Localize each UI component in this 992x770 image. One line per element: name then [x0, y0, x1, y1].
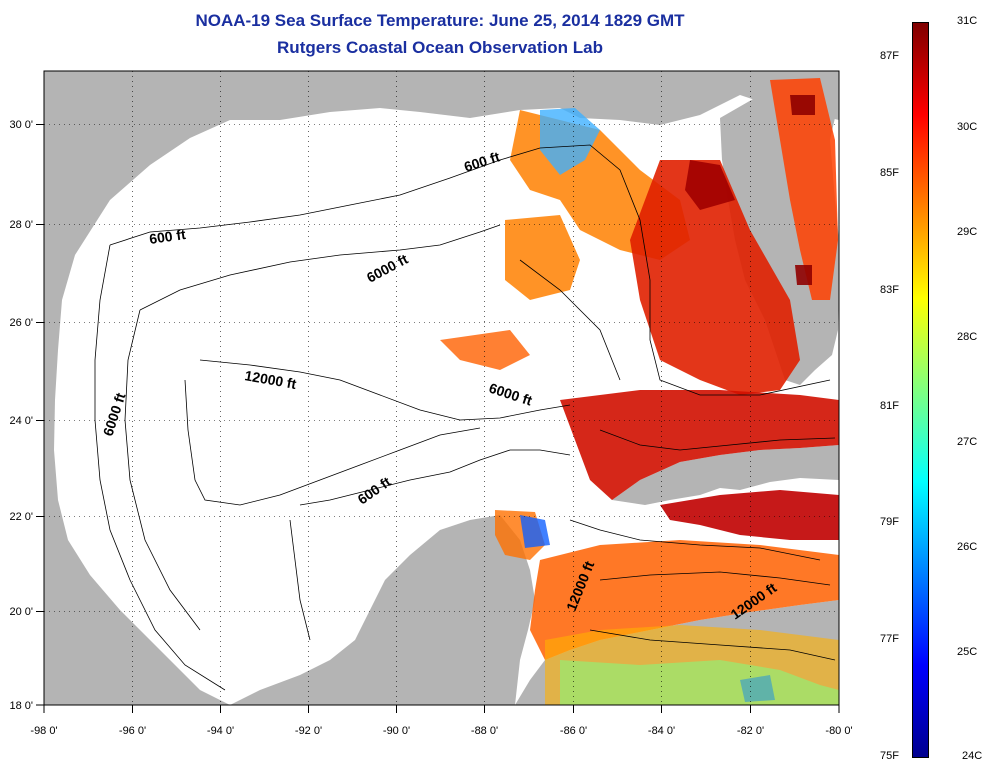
x-tick-label: -88 0' — [471, 725, 498, 737]
y-tick-label: 20 0' — [9, 606, 33, 618]
contour-label-600-nw: 600 ft — [148, 226, 187, 247]
x-tick-label: -96 0' — [119, 725, 146, 737]
colorbar-label-celsius: 24C — [962, 750, 983, 762]
map-subtitle: Rutgers Coastal Ocean Observation Lab — [277, 38, 603, 57]
x-tick-label: -82 0' — [737, 725, 764, 737]
sst-patches — [440, 78, 839, 705]
colorbar-label-fahrenheit: 77F — [880, 633, 899, 645]
colorbar-label-celsius: 31C — [957, 15, 978, 27]
x-tick-label: -90 0' — [383, 725, 410, 737]
y-tick-label: 22 0' — [9, 511, 33, 523]
x-tick-label: -94 0' — [207, 725, 234, 737]
y-tick-label: 28 0' — [9, 219, 33, 231]
y-tick-label: 30 0' — [9, 119, 33, 131]
x-tick-label: -92 0' — [295, 725, 322, 737]
x-tick-label: -80 0' — [825, 725, 852, 737]
colorbar-label-fahrenheit: 85F — [880, 167, 899, 179]
colorbar-label-celsius: 29C — [957, 226, 978, 238]
colorbar-label-celsius: 28C — [957, 331, 978, 343]
colorbar-label-fahrenheit: 79F — [880, 516, 899, 528]
x-tick-label: -98 0' — [30, 725, 57, 737]
bathymetry-contours — [94, 144, 836, 691]
map-grid — [44, 71, 839, 705]
sst-map: 600 ft 600 ft 600 ft 6000 ft 6000 ft 600… — [9, 70, 853, 737]
map-title: NOAA-19 Sea Surface Temperature: June 25… — [195, 11, 685, 30]
y-tick-label: 18 0' — [9, 700, 33, 712]
colorbar-label-fahrenheit: 81F — [880, 400, 899, 412]
colorbar-label-fahrenheit: 75F — [880, 750, 899, 762]
x-tick-label: -86 0' — [560, 725, 587, 737]
y-tick-label: 24 0' — [9, 415, 33, 427]
colorbar-label-celsius: 30C — [957, 121, 978, 133]
colorbar-label-celsius: 26C — [957, 541, 978, 553]
colorbar-label-celsius: 27C — [957, 436, 978, 448]
tick-marks — [36, 124, 840, 713]
colorbar-label-celsius: 25C — [957, 646, 978, 658]
colorbar-label-fahrenheit: 83F — [880, 284, 899, 296]
map-frame — [43, 70, 840, 706]
x-tick-label: -84 0' — [648, 725, 675, 737]
colorbar-label-fahrenheit: 87F — [880, 50, 899, 62]
land-gulf-coast — [44, 71, 839, 705]
land-cuba — [612, 445, 839, 505]
land-yucatan — [230, 515, 535, 705]
y-tick-label: 26 0' — [9, 317, 33, 329]
temperature-colorbar — [912, 22, 929, 758]
